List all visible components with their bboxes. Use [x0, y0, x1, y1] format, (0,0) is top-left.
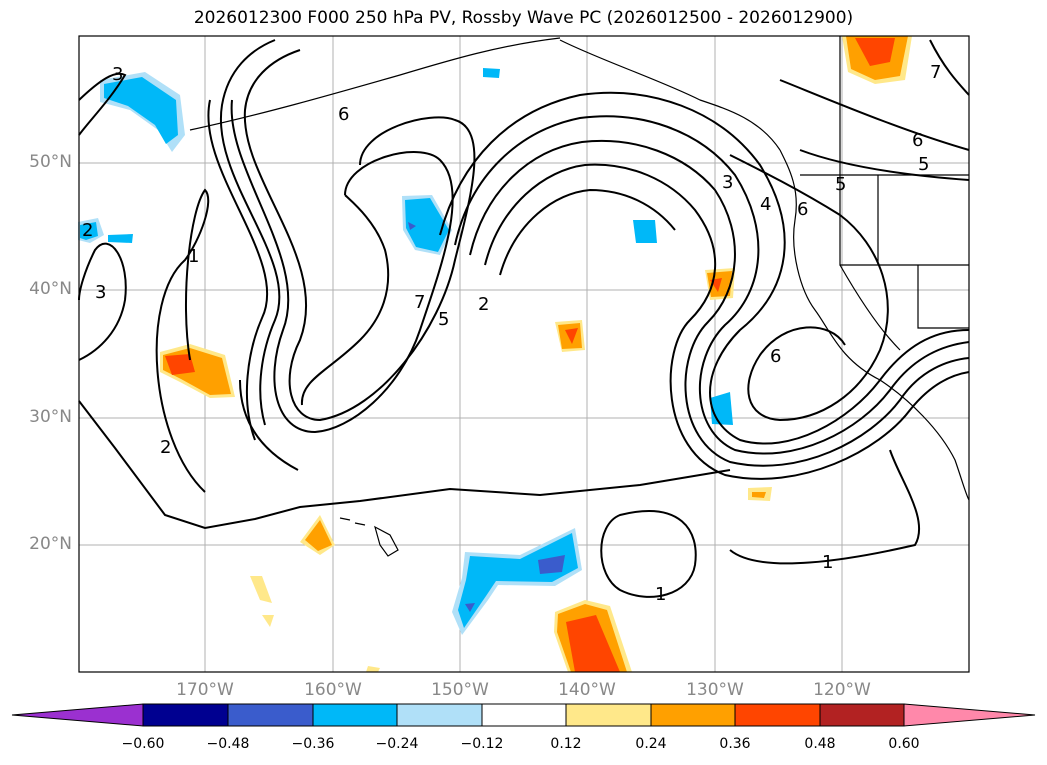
lon-label-170w: 170°W: [176, 680, 234, 700]
contour-label: 5: [835, 174, 846, 195]
colorbar-high-extension: [903, 703, 1036, 727]
contour-label: 3: [722, 172, 733, 193]
colorbar: [11, 703, 1036, 727]
contour-label: 2: [160, 437, 171, 458]
contour-label: 4: [760, 194, 771, 215]
lat-label-40n: 40°N: [29, 279, 72, 299]
contour-label: 1: [822, 552, 833, 573]
pv-contours: [78, 39, 970, 598]
lon-label-160w: 160°W: [304, 680, 362, 700]
positive-anomalies: [160, 36, 912, 672]
contour-label: 6: [770, 346, 781, 367]
gridlines: [79, 36, 969, 672]
colorbar-tick: 0.48: [804, 736, 836, 752]
contour-label: 5: [918, 154, 929, 175]
colorbar-tick: 0.24: [635, 736, 667, 752]
contour-label: 6: [338, 104, 349, 125]
contour-label: 2: [478, 294, 489, 315]
colorbar-tick: 0.60: [888, 736, 920, 752]
negative-anomalies: [78, 68, 733, 635]
lat-label-30n: 30°N: [29, 407, 72, 427]
colorbar-tick: −0.60: [121, 736, 165, 752]
contour-label: 6: [912, 130, 923, 151]
contour-label: 7: [930, 62, 941, 83]
lon-label-140w: 140°W: [558, 680, 616, 700]
lon-label-120w: 120°W: [813, 680, 871, 700]
lon-label-150w: 150°W: [431, 680, 489, 700]
contour-label: 6: [797, 199, 808, 220]
colorbar-tick: −0.36: [291, 736, 335, 752]
colorbar-tick: −0.12: [460, 736, 504, 752]
colorbar-tick: −0.24: [375, 736, 419, 752]
contour-label: 1: [188, 246, 199, 267]
colorbar-tick: 0.36: [719, 736, 751, 752]
contour-label: 7: [414, 292, 425, 313]
map-title: 2026012300 F000 250 hPa PV, Rossby Wave …: [193, 8, 854, 28]
contour-labels: 1 1 1 2 2 2 3 3 3 4 5 5 5 6 6 6 6 7 7: [82, 62, 941, 605]
contour-label: 5: [438, 309, 449, 330]
lat-label-50n: 50°N: [29, 152, 72, 172]
contour-label: 2: [82, 220, 93, 241]
contour-label: 1: [655, 584, 666, 605]
colorbar-low-extension: [11, 703, 144, 727]
contour-label: 3: [112, 64, 123, 85]
lat-label-20n: 20°N: [29, 534, 72, 554]
contour-label: 3: [95, 282, 106, 303]
coastlines: [189, 36, 970, 557]
lon-label-130w: 130°W: [686, 680, 744, 700]
colorbar-tick: −0.48: [206, 736, 250, 752]
colorbar-tick: 0.12: [550, 736, 582, 752]
